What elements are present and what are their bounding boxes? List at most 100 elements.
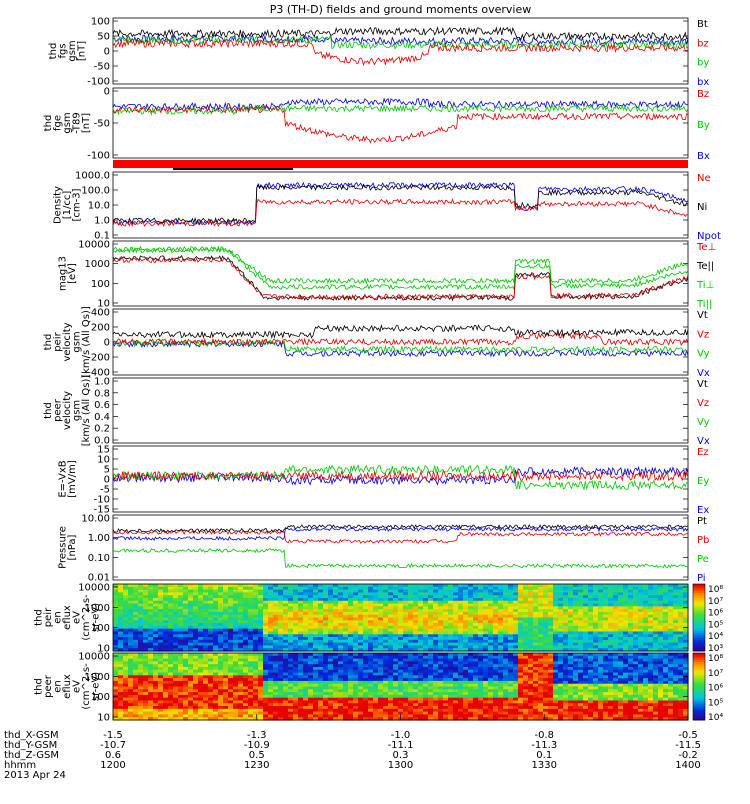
spectrogram-cell: [353, 620, 359, 624]
spectrogram-cell: [498, 700, 504, 704]
spectrogram-cell: [518, 614, 524, 619]
spectrogram-cell: [628, 634, 634, 638]
spectrogram-cell: [588, 589, 594, 593]
spectrogram-cell: [318, 692, 324, 696]
spectrogram-cell: [183, 692, 189, 696]
spectrogram-cell: [373, 664, 379, 668]
spectrogram-cell: [398, 664, 404, 668]
colorbar-label: 10⁴: [708, 632, 723, 642]
spectrogram-cell: [173, 645, 179, 649]
spectrogram-cell: [273, 678, 279, 682]
spectrogram-cell: [118, 661, 124, 665]
spectrogram-cell: [223, 600, 229, 605]
spectrogram-cell: [648, 634, 654, 638]
spectrogram-cell: [128, 597, 134, 602]
spectrogram-cell: [498, 595, 504, 599]
spectrogram-cell: [633, 625, 639, 630]
spectrogram-cell: [328, 637, 334, 641]
spectrogram-cell: [623, 592, 629, 596]
spectrogram-cell: [368, 625, 374, 630]
spectrogram-cell: [233, 631, 239, 635]
spectrogram-cell: [458, 655, 464, 660]
spectrogram-cell: [258, 714, 264, 718]
spectrogram-cell: [278, 628, 284, 633]
spectrogram-cell: [303, 703, 309, 707]
spectrogram-cell: [383, 623, 389, 627]
spectrogram-cell: [128, 714, 134, 718]
spectrogram-cell: [368, 606, 374, 610]
spectrogram-cell: [598, 606, 604, 610]
spectrogram-cell: [243, 623, 249, 627]
spectrogram-cell: [268, 631, 274, 635]
spectrogram-cell: [433, 592, 439, 596]
y-tick-label: 0.10: [88, 553, 110, 564]
spectrogram-cell: [308, 586, 314, 591]
spectrogram-cell: [443, 589, 449, 593]
spectrogram-cell: [678, 609, 684, 613]
spectrogram-cell: [398, 606, 404, 610]
spectrogram-cell: [353, 648, 359, 652]
spectrogram-cell: [548, 592, 554, 596]
spectrogram-cell: [253, 637, 259, 641]
spectrogram-cell: [253, 703, 259, 707]
spectrogram-cell: [358, 689, 364, 693]
spectrogram-cell: [133, 669, 139, 674]
spectrogram-cell: [378, 634, 384, 638]
spectrogram-cell: [123, 617, 129, 621]
spectrogram-cell: [528, 666, 534, 671]
spectrogram-cell: [133, 584, 139, 588]
spectrogram-cell: [313, 600, 319, 605]
spectrogram-cell: [468, 700, 474, 704]
spectrogram-cell: [283, 639, 289, 644]
spectrogram-cell: [288, 634, 294, 638]
spectrogram-cell: [453, 700, 459, 704]
spectrogram-cell: [458, 595, 464, 599]
spectrogram-cell: [678, 623, 684, 627]
spectrogram-cell: [388, 669, 394, 674]
spectrogram-cell: [248, 708, 254, 713]
spectrogram-cell: [388, 658, 394, 662]
spectrogram-cell: [243, 672, 249, 676]
spectrogram-cell: [228, 664, 234, 668]
spectrogram-cell: [368, 664, 374, 668]
spectrogram-cell: [113, 637, 119, 641]
spectrogram-cell: [363, 692, 369, 696]
spectrogram-cell: [343, 711, 349, 716]
spectrogram-cell: [218, 697, 224, 702]
spectrogram-cell: [413, 642, 419, 647]
spectrogram-cell: [183, 661, 189, 665]
spectrogram-cell: [583, 625, 589, 630]
spectrogram-cell: [468, 686, 474, 690]
spectrogram-cell: [338, 694, 344, 699]
spectrogram-cell: [408, 639, 414, 644]
spectrogram-cell: [283, 672, 289, 676]
spectrogram-cell: [508, 683, 514, 688]
spectrogram-cell: [233, 711, 239, 716]
spectrogram-cell: [278, 645, 284, 649]
spectrogram-cell: [128, 614, 134, 619]
spectrogram-cell: [303, 597, 309, 602]
spectrogram-cell: [398, 708, 404, 713]
y-tick-label: 5: [104, 465, 110, 476]
spectrogram-cell: [328, 597, 334, 602]
spectrogram-cell: [683, 595, 689, 599]
spectrogram-cell: [273, 628, 279, 633]
spectrogram-cell: [243, 666, 249, 671]
spectrogram-cell: [313, 617, 319, 621]
spectrogram-cell: [253, 661, 259, 665]
spectrogram-cell: [523, 637, 529, 641]
spectrogram-cell: [298, 617, 304, 621]
spectrogram-cell: [128, 631, 134, 635]
spectrogram-cell: [258, 672, 264, 676]
spectrogram-cell: [358, 614, 364, 619]
spectrogram-cell: [483, 609, 489, 613]
spectrogram-cell: [418, 648, 424, 652]
spectrogram-cell: [543, 631, 549, 635]
spectrogram-cell: [663, 642, 669, 647]
spectrogram-cell: [278, 653, 284, 657]
y-tick-label: 0.0: [94, 436, 110, 447]
spectrogram-cell: [253, 609, 259, 613]
spectrogram-cell: [283, 708, 289, 713]
spectrogram-cell: [163, 620, 169, 624]
spectrogram-cell: [293, 625, 299, 630]
